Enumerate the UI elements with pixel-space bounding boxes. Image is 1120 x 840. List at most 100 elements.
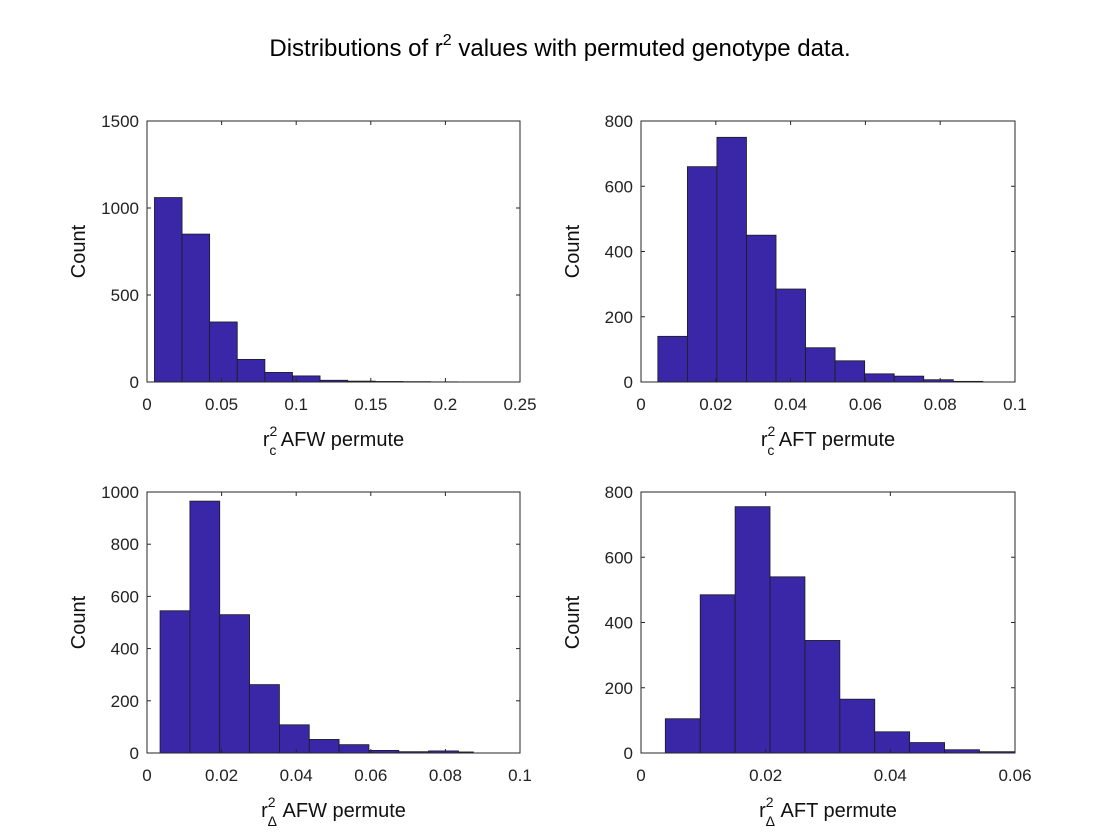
histogram-bar bbox=[209, 321, 238, 383]
x-axis-label-base: r bbox=[759, 800, 766, 822]
histogram-bar bbox=[154, 197, 183, 383]
y-tick-label: 800 bbox=[605, 483, 633, 502]
y-axis-label: Count bbox=[68, 224, 90, 278]
x-tick-label: 0.06 bbox=[849, 395, 882, 414]
y-tick-label: 600 bbox=[605, 177, 633, 196]
y-tick-label: 600 bbox=[111, 587, 139, 606]
histogram-bar bbox=[734, 506, 771, 754]
y-tick-label: 200 bbox=[605, 679, 633, 698]
y-tick-label: 0 bbox=[624, 373, 633, 392]
x-axis-label-base: r bbox=[261, 800, 268, 822]
x-tick-label: 0.1 bbox=[1003, 395, 1027, 414]
x-tick-label: 0.02 bbox=[205, 766, 238, 785]
x-axis-label-superscript: 2 bbox=[270, 423, 278, 439]
x-tick-label: 0.08 bbox=[924, 395, 957, 414]
histogram-bar bbox=[893, 375, 925, 383]
y-tick-label: 1500 bbox=[101, 112, 139, 131]
y-tick-label: 600 bbox=[605, 548, 633, 567]
histogram-bar bbox=[909, 742, 945, 754]
histogram-bar bbox=[804, 640, 841, 754]
histogram-bar bbox=[664, 718, 701, 754]
y-tick-label: 0 bbox=[624, 744, 633, 763]
chart-title-superscript: 2 bbox=[443, 32, 452, 49]
x-tick-label: 0.15 bbox=[354, 395, 387, 414]
y-tick-label: 800 bbox=[605, 112, 633, 131]
histogram-bar bbox=[834, 360, 866, 383]
x-tick-label: 0.04 bbox=[280, 766, 313, 785]
x-axis-label-text: AFT permute bbox=[774, 429, 895, 451]
x-axis-label-base: r bbox=[263, 429, 270, 451]
histogram-bar bbox=[699, 594, 736, 754]
histogram-bar bbox=[159, 610, 191, 754]
x-axis-label: r2 Δ AFT permute bbox=[759, 794, 897, 829]
histogram-bar bbox=[338, 744, 370, 754]
x-tick-label: 0.06 bbox=[354, 766, 387, 785]
x-axis-label-superscript: 2 bbox=[268, 794, 276, 810]
y-axis-label: Count bbox=[562, 595, 584, 649]
y-tick-label: 500 bbox=[111, 286, 139, 305]
x-axis-label-text: AFT permute bbox=[775, 800, 897, 822]
x-tick-label: 0.05 bbox=[205, 395, 238, 414]
y-tick-label: 400 bbox=[605, 614, 633, 633]
histogram-panel-4: 0 0.02 0.04 0.06 0 200 400 600 800 Count r2 Δ AFT p… bbox=[562, 483, 1032, 829]
x-axis-label: r2 c AFT permute bbox=[761, 423, 895, 458]
x-axis-label-subscript: c bbox=[269, 442, 276, 458]
histogram-bar bbox=[181, 233, 211, 383]
x-axis-label-subscript: c bbox=[767, 442, 774, 458]
histogram-bar bbox=[686, 166, 718, 383]
y-axis-label: Count bbox=[68, 595, 90, 649]
x-axis-label-superscript: 2 bbox=[768, 423, 776, 439]
y-tick-label: 0 bbox=[130, 373, 139, 392]
histogram-bar bbox=[189, 500, 221, 754]
histogram-bar bbox=[874, 731, 911, 754]
histogram-bar bbox=[657, 335, 688, 383]
y-tick-label: 0 bbox=[130, 744, 139, 763]
x-tick-label: 0.08 bbox=[429, 766, 462, 785]
histogram-bar bbox=[864, 373, 895, 383]
x-tick-label: 0.04 bbox=[774, 395, 807, 414]
y-tick-label: 800 bbox=[111, 535, 139, 554]
y-tick-label: 1000 bbox=[101, 199, 139, 218]
histogram-bar bbox=[839, 698, 876, 754]
histogram-bar bbox=[219, 614, 250, 754]
y-tick-label: 200 bbox=[111, 692, 139, 711]
histogram-bar bbox=[746, 234, 777, 383]
x-axis-label: r2 c AFW permute bbox=[263, 423, 404, 458]
x-tick-label: 0.02 bbox=[699, 395, 732, 414]
x-tick-label: 0.1 bbox=[284, 395, 308, 414]
x-axis-label-base: r bbox=[761, 429, 768, 451]
histogram-panels: 0 0.05 0.1 0.15 0.2 0.25 0 500 1000 1500 Count r2 c … bbox=[68, 112, 1032, 829]
chart-title: Distributions of r2 values with permuted… bbox=[269, 32, 850, 62]
x-axis-label-subscript: Δ bbox=[766, 813, 775, 829]
x-tick-label: 0 bbox=[636, 766, 645, 785]
histogram-bar bbox=[769, 576, 806, 754]
histogram-bar bbox=[236, 358, 266, 383]
x-axis-label-superscript: 2 bbox=[766, 794, 774, 810]
x-tick-label: 0.25 bbox=[503, 395, 536, 414]
histogram-bar bbox=[716, 136, 747, 383]
x-tick-label: 0.2 bbox=[434, 395, 458, 414]
x-tick-label: 0 bbox=[142, 395, 151, 414]
x-axis-label-text: AFW permute bbox=[276, 429, 404, 451]
x-tick-label: 0.04 bbox=[874, 766, 907, 785]
x-axis-label: r2 Δ AFW permute bbox=[261, 794, 406, 829]
y-tick-label: 400 bbox=[605, 243, 633, 262]
histogram-panel-2: 0 0.02 0.04 0.06 0.08 0.1 0 200 400 600 800 Count r2… bbox=[562, 112, 1027, 458]
x-tick-label: 0 bbox=[142, 766, 151, 785]
y-tick-label: 200 bbox=[605, 308, 633, 327]
x-tick-label: 0 bbox=[636, 395, 645, 414]
x-tick-label: 0.02 bbox=[749, 766, 782, 785]
y-axis-label: Count bbox=[562, 224, 584, 278]
x-tick-label: 0.1 bbox=[508, 766, 532, 785]
axes-box bbox=[146, 120, 521, 383]
histogram-bar bbox=[775, 288, 806, 383]
histogram-bar bbox=[264, 372, 293, 383]
x-tick-label: 0.06 bbox=[998, 766, 1031, 785]
histogram-bar bbox=[249, 684, 280, 754]
x-axis-label-subscript: Δ bbox=[268, 813, 277, 829]
axes-box bbox=[146, 491, 521, 754]
y-tick-label: 400 bbox=[111, 640, 139, 659]
histogram-bar bbox=[308, 739, 340, 754]
